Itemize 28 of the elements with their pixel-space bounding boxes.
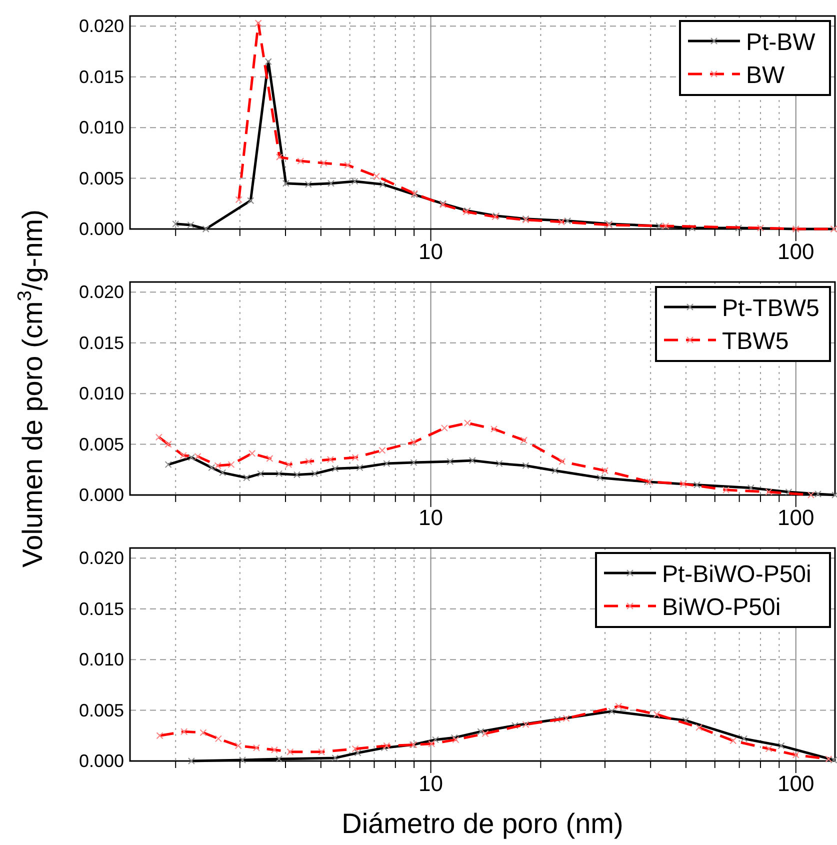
- y-tick-label: 0.000: [78, 485, 124, 505]
- y-tick-label: 0.020: [78, 16, 124, 36]
- legend-label: Pt-BW: [746, 29, 816, 56]
- legend-label: Pt-TBW5: [722, 295, 820, 322]
- x-tick-label: 100: [778, 239, 814, 264]
- legend-label: BW: [746, 62, 786, 89]
- y-tick-label: 0.015: [78, 598, 124, 619]
- x-tick-label: 100: [778, 771, 814, 796]
- y-tick-label: 0.010: [78, 650, 124, 670]
- x-tick-label: 10: [418, 239, 444, 264]
- y-tick-label: 0.015: [78, 66, 124, 87]
- y-tick-label: 0.005: [78, 434, 124, 454]
- x-tick-label: 100: [778, 505, 814, 530]
- y-tick-label: 0.000: [78, 219, 124, 239]
- y-tick-label: 0.020: [78, 548, 124, 568]
- x-tick-label: 10: [418, 505, 444, 530]
- y-tick-label: 0.015: [78, 332, 124, 353]
- x-axis-title: Diámetro de poro (nm): [342, 808, 624, 839]
- y-tick-label: 0.010: [78, 118, 124, 138]
- y-tick-label: 0.000: [78, 751, 124, 771]
- y-tick-label: 0.010: [78, 384, 124, 404]
- y-tick-label: 0.005: [78, 168, 124, 188]
- legend-label: TBW5: [722, 328, 789, 355]
- x-tick-label: 10: [418, 771, 444, 796]
- legend-label: Pt-BiWO-P50i: [662, 561, 812, 588]
- legend-label: BiWO-P50i: [662, 594, 781, 621]
- y-tick-label: 0.020: [78, 282, 124, 302]
- y-tick-label: 0.005: [78, 700, 124, 720]
